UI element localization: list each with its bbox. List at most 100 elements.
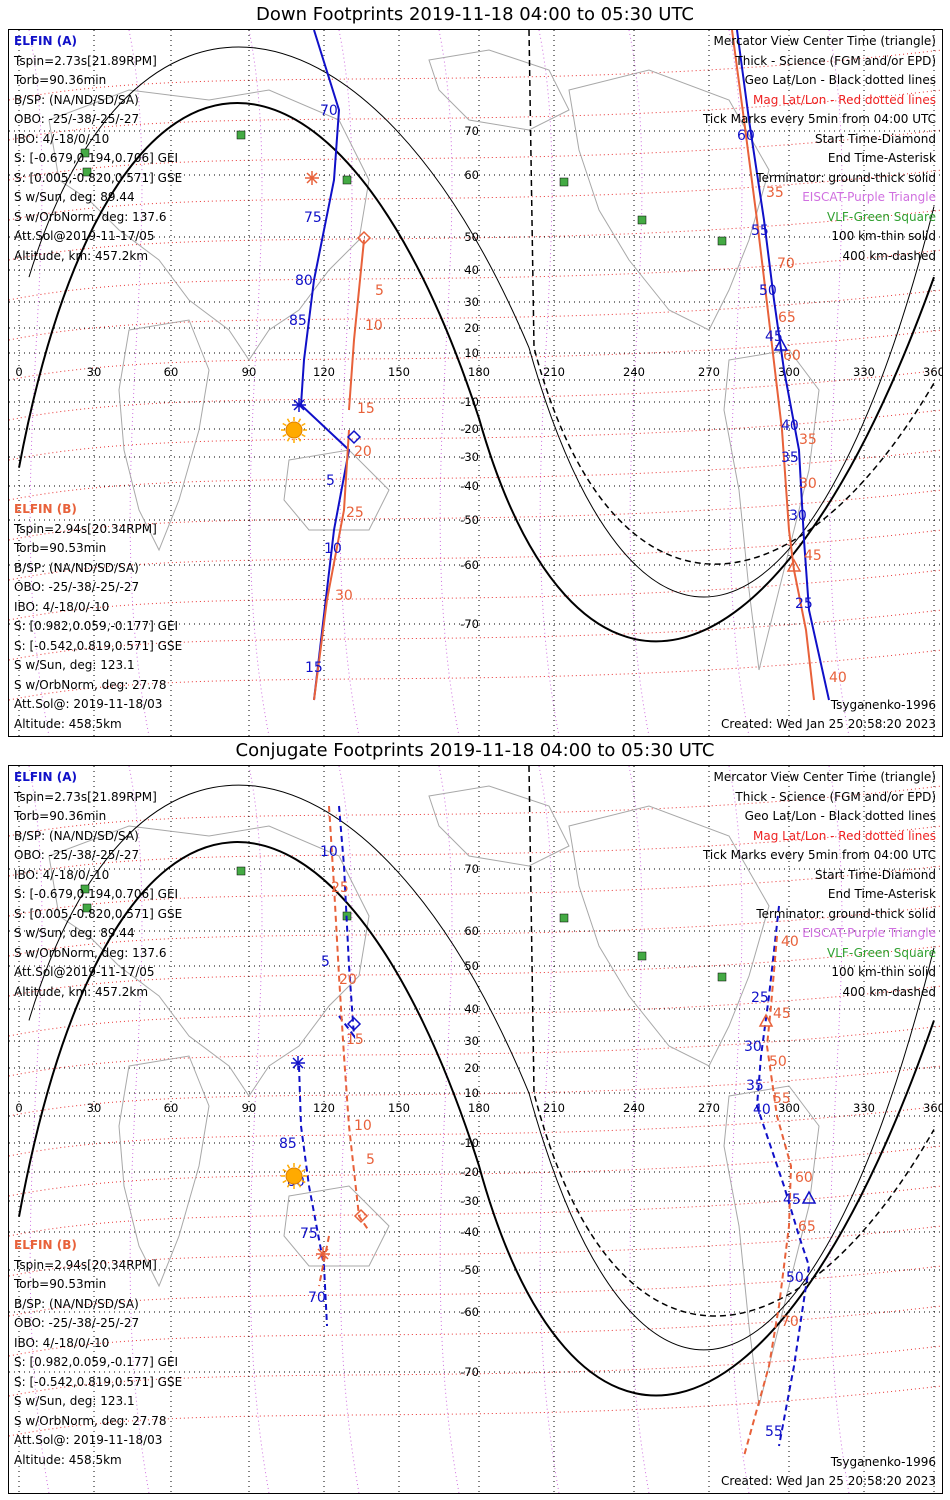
info-line: Tspin=2.73s[21.89RPM]	[14, 789, 157, 804]
vlf-station-marker	[82, 903, 92, 913]
mag-latitude-line	[9, 1305, 942, 1357]
elfin-a-tick-label: 40	[781, 418, 799, 434]
legend-line: Mercator View Center Time (triangle)	[713, 34, 936, 48]
legend-line: Start Time-Diamond	[814, 131, 936, 146]
legend-line: Mercator View Center Time (triangle)	[713, 770, 936, 784]
lat-tick-label: 50	[464, 230, 479, 244]
info-line: B/SP: (NA/ND/SD/SA)	[14, 828, 139, 843]
lat-tick-label: 20	[464, 1061, 479, 1075]
elfin-b-tick-label: 15	[346, 1032, 364, 1048]
end-asterisk-icon	[305, 171, 319, 185]
elfin-a-tick-label: 10	[320, 844, 338, 860]
lon-tick-label: 240	[623, 1101, 645, 1115]
info-line	[14, 1080, 182, 1100]
elfin-b-track	[743, 935, 793, 1457]
info-line: S w/Sun, deg: 123.1	[14, 658, 135, 672]
info-line: B/SP: (NA/ND/SD/SA)	[14, 1296, 139, 1311]
info-line: S w/OrbNorm, deg: 27.78	[14, 677, 167, 692]
legend-line: VLF-Green Square	[827, 209, 936, 224]
mag-latitude-line	[9, 1185, 942, 1237]
info-line: Tspin=2.94s[20.34RPM]	[14, 1257, 157, 1272]
elfin-a-tick-label: 35	[746, 1078, 764, 1094]
elfin-a-tick-label: 25	[751, 990, 769, 1006]
lat-tick-label: -50	[460, 513, 479, 527]
legend-line: EISCAT-Purple Triangle	[802, 926, 936, 940]
info-line: OBO: -25/-38/-25/-27	[14, 112, 140, 126]
elfin-b-tick-label: 45	[804, 548, 822, 564]
coastline	[118, 319, 210, 552]
vlf-station-marker	[637, 215, 647, 225]
info-line: Att.Sol@2019-11-17/05	[14, 229, 155, 243]
info-line: B/SP: (NA/ND/SD/SA)	[14, 92, 139, 107]
elfin-a-tick-label: 25	[795, 596, 813, 612]
end-asterisk-icon	[292, 398, 306, 412]
mag-latitude-line	[9, 129, 942, 181]
vlf-station-marker	[342, 175, 352, 185]
elfin-b-tick-label: 60	[795, 1170, 813, 1186]
legend-line: Tick Marks every 5min from 04:00 UTC	[702, 848, 936, 862]
elfin-b-track	[731, 30, 815, 701]
elfin-a-tick-label: 60	[737, 128, 755, 144]
elfin-b-tick-label: 20	[339, 972, 357, 988]
elfin-b-tick-label: 15	[357, 401, 375, 417]
model-label: Tsyganenko-1996	[830, 698, 936, 712]
down-footprints-panel: 0 30 60 90 120 150 180 210 240 270 300 330 360 70 60 50…	[8, 29, 943, 737]
legend-line: End Time-Asterisk	[827, 151, 936, 165]
elfin-b-track	[328, 805, 370, 1232]
lon-tick-label: 300	[778, 1101, 800, 1115]
mag-latitude-line	[9, 169, 942, 221]
mag-latitude-line	[9, 329, 942, 381]
info-line: Altitude: 458.5km	[14, 716, 122, 731]
info-line	[14, 325, 182, 345]
legend-line: End Time-Asterisk	[827, 887, 936, 901]
elfin-b-tick-label: 30	[335, 588, 353, 604]
elfin-a-tick-label: 55	[751, 223, 769, 239]
vlf-station-marker	[80, 884, 90, 894]
mag-latitude-line	[9, 289, 942, 341]
mag-latitude-line	[9, 1105, 942, 1157]
lat-tick-label: -40	[460, 1225, 479, 1239]
info-line	[14, 364, 182, 384]
mag-meridian-line	[828, 30, 850, 736]
coastline	[428, 49, 570, 131]
mag-latitude-line	[9, 489, 942, 541]
elfin-b-tick-label: 40	[781, 934, 799, 950]
info-line: S w/Sun, deg: 89.44	[14, 190, 135, 204]
mag-latitude-line	[9, 569, 942, 621]
info-line: S w/OrbNorm, deg: 137.6	[14, 945, 167, 960]
info-line	[14, 1061, 182, 1081]
lon-tick-label: 90	[242, 1101, 257, 1115]
vlf-station-marker	[80, 148, 90, 158]
elfin-a-tick-label: 80	[295, 273, 313, 289]
lon-tick-label: 0	[15, 1101, 22, 1115]
mag-meridian-line	[128, 30, 150, 736]
vlf-station-marker	[236, 866, 246, 876]
lat-tick-label: 60	[464, 924, 479, 938]
lon-tick-label: 240	[623, 365, 645, 379]
elfin-b-tick-label: 10	[365, 318, 383, 334]
mag-meridian-line	[438, 30, 460, 736]
elfin-a-tick-label: 35	[781, 450, 799, 466]
elfin-a-tick-label: 70	[320, 103, 338, 119]
lon-tick-label: 270	[698, 365, 720, 379]
elfin-a-tick-label: 30	[789, 508, 807, 524]
info-line: OBO: -25/-38/-25/-27	[14, 1316, 140, 1330]
mag-latitude-line	[9, 609, 942, 661]
elfin-b-tick-label: 35	[799, 432, 817, 448]
elfin-b-tick-label: 5	[375, 283, 384, 299]
lon-tick-label: 60	[164, 1101, 179, 1115]
elfin-a-track	[299, 30, 351, 701]
lat-tick-label: 60	[464, 168, 479, 182]
lat-tick-label: 40	[464, 263, 479, 277]
legend-line: 100 km-thin solid	[831, 965, 936, 979]
start-diamond-icon	[346, 429, 362, 445]
lon-tick-label: 300	[778, 365, 800, 379]
terminator-100km	[28, 46, 935, 598]
elfin-a-tick-label: 75	[304, 210, 322, 226]
info-line	[14, 1197, 182, 1217]
info-line: ELFIN (A)	[14, 34, 77, 48]
elfin-b-tick-label: 25	[346, 505, 364, 521]
lat-tick-label: -70	[460, 1365, 479, 1379]
coastline	[48, 825, 370, 1097]
mag-latitude-line	[9, 1265, 942, 1317]
